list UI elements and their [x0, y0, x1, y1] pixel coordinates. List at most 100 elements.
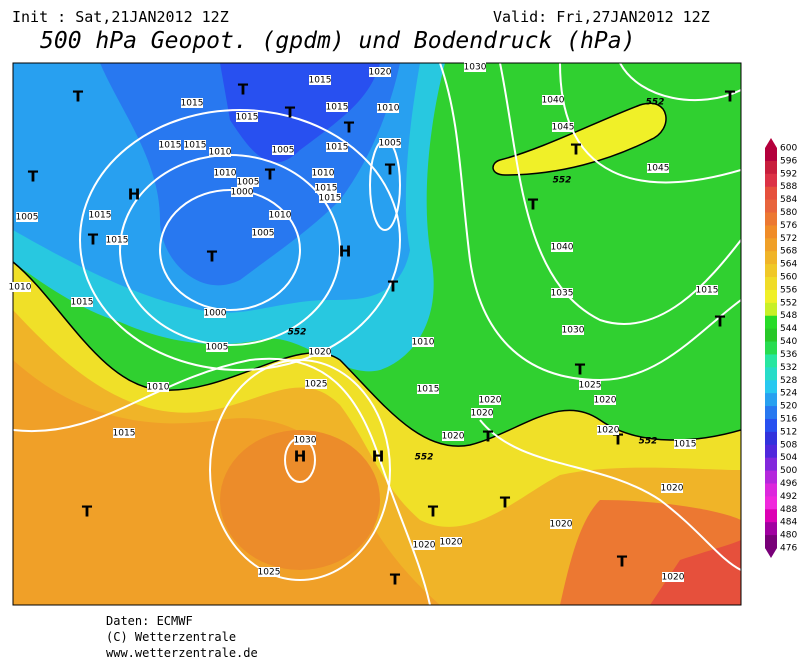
colorbar-label: 480	[780, 531, 797, 541]
colorbar-cell	[765, 225, 777, 239]
isobar-label: 1015	[309, 76, 332, 86]
pressure-center: H	[372, 448, 385, 466]
isobar-label: 1045	[552, 123, 575, 133]
colorbar-cell	[765, 496, 777, 510]
isobar-label: 1020	[471, 409, 494, 419]
isobar-label: 1040	[551, 243, 574, 253]
colorbar-label: 568	[780, 247, 797, 257]
map-area	[13, 63, 741, 605]
isobar-label: 1015	[184, 141, 207, 151]
colorbar-cell	[765, 302, 777, 317]
colorbar-cell	[765, 238, 777, 252]
isobar-label: 1005	[206, 343, 229, 353]
colorbar-label: 504	[780, 453, 797, 463]
isobar-label-bg	[209, 147, 231, 157]
isobar-label-bg	[413, 540, 435, 550]
isobar-label: 1015	[417, 385, 440, 395]
isobar-label: 1005	[379, 139, 402, 149]
isobar-label: 1025	[258, 568, 281, 578]
isobar-label: 1015	[696, 286, 719, 296]
geopotential-label: 552	[646, 98, 665, 108]
isobar-label-bg	[674, 439, 696, 449]
colorbar-cell	[765, 470, 777, 484]
isobar-label-bg	[551, 242, 573, 252]
isobar-label: 1025	[305, 380, 328, 390]
isobar-label: 1020	[661, 484, 684, 494]
geopotential-label: 552	[553, 176, 572, 186]
pressure-center: T	[571, 141, 582, 159]
isobar-label-bg	[442, 431, 464, 441]
colorbar-label: 536	[780, 350, 797, 360]
isobar-label-bg	[89, 210, 111, 220]
colorbar-cell	[765, 406, 777, 420]
isobar-label: 1010	[412, 338, 435, 348]
colorbar-label: 524	[780, 389, 797, 399]
isobar-label: 1015	[326, 103, 349, 113]
isobar-label: 1015	[71, 298, 94, 308]
map-title: 500 hPa Geopot. (gpdm) und Bodendruck (h…	[40, 28, 635, 54]
isobar-label-bg	[258, 567, 280, 577]
colorbar-label: 512	[780, 427, 797, 437]
isobar-label-bg	[206, 342, 228, 352]
isobar-label: 1015	[181, 99, 204, 109]
valid-time: Valid: Fri,27JAN2012 12Z	[493, 8, 710, 26]
isobar-label: 1020	[309, 348, 332, 358]
isobar-label-bg	[471, 408, 493, 418]
colorbar-label: 488	[780, 505, 797, 515]
colorbar-cell	[765, 380, 777, 394]
colorbar-cell	[765, 457, 777, 472]
colorbar-label: 584	[780, 195, 797, 205]
colorbar-cell	[765, 393, 777, 407]
isobar-label: 1045	[647, 164, 670, 174]
colorbar-cell	[765, 251, 777, 265]
pressure-center: T	[388, 278, 399, 296]
isobar-label: 1005	[272, 146, 295, 156]
isobar-label-bg	[309, 75, 331, 85]
isobar-label: 1020	[550, 520, 573, 530]
isobar-label: 1010	[269, 211, 292, 221]
isobar-label-bg	[417, 384, 439, 394]
colorbar-cell	[765, 535, 777, 549]
pressure-center: T	[28, 168, 39, 186]
isobar-label-bg	[159, 140, 181, 150]
colorbar-label: 548	[780, 311, 797, 321]
colorbar-label: 552	[780, 298, 797, 308]
pressure-center: T	[575, 361, 586, 379]
isobar-label: 1015	[326, 143, 349, 153]
colorbar-label: 484	[780, 518, 797, 528]
isobar-label-bg	[661, 483, 683, 493]
isobar-label: 1010	[214, 169, 237, 179]
isobar-label-bg	[16, 212, 38, 222]
pressure-center: T	[82, 503, 93, 521]
isobar-label: 1015	[315, 184, 338, 194]
isobar-label-bg	[181, 98, 203, 108]
colorbar-cell	[765, 186, 777, 201]
isobar-label-bg	[147, 382, 169, 392]
isobar-label-bg	[236, 112, 258, 122]
colorbar-label: 572	[780, 234, 797, 244]
colorbar-cap	[765, 138, 777, 148]
isobar-label: 1020	[442, 432, 465, 442]
isobar-label-bg	[214, 168, 236, 178]
pressure-center: T	[725, 88, 736, 106]
isobar-label: 1030	[562, 326, 585, 336]
colorbar-cell	[765, 328, 777, 343]
pressure-center: T	[428, 503, 439, 521]
colorbar-label: 580	[780, 208, 797, 218]
colorbar-label: 516	[780, 414, 797, 424]
colorbar-label: 528	[780, 376, 797, 386]
isobar-label: 1015	[236, 113, 259, 123]
geopotential-label: 552	[415, 453, 434, 463]
colorbar-cell	[765, 418, 777, 433]
colorbar-cell	[765, 199, 777, 214]
isobar-label-bg	[9, 282, 31, 292]
isobar-label: 1040	[542, 96, 565, 106]
pressure-center: T	[265, 166, 276, 184]
isobar-label-bg	[662, 572, 684, 582]
pressure-center: T	[73, 88, 84, 106]
isobar-label: 1015	[319, 194, 342, 204]
colorbar-label: 520	[780, 402, 797, 412]
colorbar-cell	[765, 444, 777, 459]
colorbar-cell	[765, 289, 777, 304]
